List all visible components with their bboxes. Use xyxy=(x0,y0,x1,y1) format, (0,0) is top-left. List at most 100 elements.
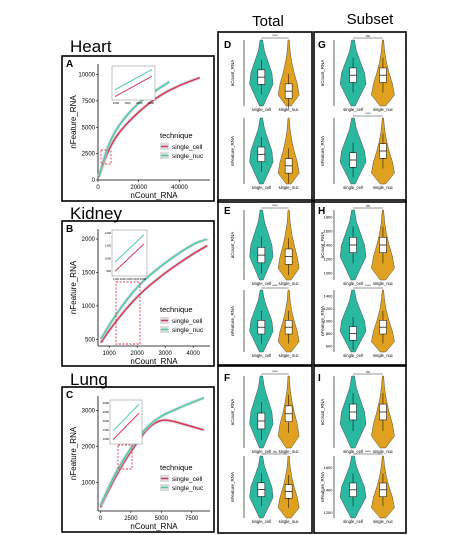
inset-y-tick-label: 1100 xyxy=(105,244,111,248)
panel-letter-d: D xyxy=(224,40,231,51)
x-tick-label: 20000 xyxy=(130,185,147,191)
plots-layer: 0 20000 40000025005000750010000nCount_RNAn… xyxy=(69,34,395,531)
y-tick-label: 1000 xyxy=(324,319,334,324)
inset-y-tick-label: 3000 xyxy=(103,401,110,405)
header-subset: Subset xyxy=(347,11,395,28)
y-tick-label: 1500 xyxy=(82,270,96,276)
y-tick-label: 5000 xyxy=(82,125,96,131)
inset-y-tick-label: 2500 xyxy=(103,410,110,414)
y-axis-label: nFeature_RNA xyxy=(320,472,325,502)
sig-label: ns xyxy=(366,370,370,374)
x-tick-label: single_cell xyxy=(343,519,363,524)
x-tick-label: single_cell xyxy=(252,107,272,112)
y-tick-label: 0 xyxy=(92,178,96,184)
inset-x-tick-label: 2000 xyxy=(136,101,143,105)
inset-series-single_nuc xyxy=(114,68,153,91)
sig-label: **** xyxy=(272,204,278,208)
y-tick-label: 3000 xyxy=(82,408,96,414)
violin-chart-d-top: nCount_RNA single_cell single_nuc **** xyxy=(230,34,300,112)
violin-chart-f-top: nCount_RNA single_cell single_nuc **** xyxy=(230,370,300,454)
sig-label: **** xyxy=(365,450,371,454)
y-axis-label: nFeature_RNA xyxy=(69,260,78,314)
x-tick-label: single_nuc xyxy=(373,107,393,112)
sig-label: **** xyxy=(272,370,278,374)
x-tick-label: 2000 xyxy=(131,351,145,357)
y-axis-label: nFeature_RNA xyxy=(69,95,78,149)
y-tick-label: 1000 xyxy=(82,480,96,486)
panel-letter-h: H xyxy=(318,206,325,217)
y-axis-label: nCount_RNA xyxy=(320,232,325,259)
legend-label-single_nuc: single_nuc xyxy=(172,153,204,160)
y-tick-label: 1800 xyxy=(324,215,334,220)
x-tick-label: single_nuc xyxy=(373,519,393,524)
x-tick-label: 0 xyxy=(96,185,100,191)
x-axis-label: nCount_RNA xyxy=(130,191,178,200)
legend-title: technique xyxy=(160,131,193,140)
y-axis-label: nFeature_RNA xyxy=(320,306,325,336)
inset-y-tick-label: 1200 xyxy=(105,231,112,235)
x-tick-label: single_cell xyxy=(252,449,272,454)
sig-label: **** xyxy=(272,284,278,288)
zoom-region-box xyxy=(100,149,112,165)
tissue-kidney: Kidney xyxy=(70,204,122,223)
panel-e-frame xyxy=(217,199,313,366)
series-line-single_nuc xyxy=(98,81,170,177)
x-tick-label: single_nuc xyxy=(279,107,299,112)
y-axis-label: nCount_RNA xyxy=(230,60,235,87)
panel-b-frame xyxy=(61,220,215,367)
panel-c-frame xyxy=(61,386,215,533)
violin-chart-i-top: nCount_RNA single_cell single_nuc ns xyxy=(320,370,395,454)
x-tick-label: 40000 xyxy=(171,185,188,191)
x-axis-label: nCount_RNA xyxy=(130,522,178,531)
x-tick-label: 4000 xyxy=(187,351,201,357)
y-tick-label: 1000 xyxy=(324,271,334,276)
inset-y-tick-label: 1000 xyxy=(103,437,110,441)
y-tick-label: 1400 xyxy=(324,243,334,248)
panel-letter-e: E xyxy=(224,206,231,217)
panel-letter-i: I xyxy=(318,373,321,384)
violin-single_nuc xyxy=(277,39,300,107)
panel-a-frame xyxy=(61,55,215,202)
inset-x-tick-label: 1300 xyxy=(126,277,133,281)
y-axis-label: nCount_RNA xyxy=(320,399,325,426)
x-tick-label: 0 xyxy=(99,516,103,522)
legend-label-single_cell: single_cell xyxy=(172,144,203,151)
y-tick-label: 800 xyxy=(326,331,333,336)
legend-title: technique xyxy=(160,463,193,472)
y-tick-label: 500 xyxy=(85,337,96,343)
x-tick-label: 2500 xyxy=(124,516,138,522)
y-tick-label: 1200 xyxy=(324,306,334,311)
y-tick-label: 2000 xyxy=(82,237,96,243)
inset-series-single_cell xyxy=(114,75,153,98)
x-tick-label: 5000 xyxy=(155,516,169,522)
inset-plot: 3000 2500 2000 1500 1000 xyxy=(103,399,143,445)
y-tick-label: 1400 xyxy=(324,487,334,492)
inset-series-single_nuc xyxy=(114,234,145,263)
inset-x-tick-label: 1500 xyxy=(125,101,132,105)
y-tick-label: 2000 xyxy=(82,444,96,450)
x-tick-label: single_cell xyxy=(343,449,363,454)
sig-label: ns xyxy=(366,34,370,38)
sig-label: **** xyxy=(365,284,371,288)
x-tick-label: single_cell xyxy=(343,185,363,190)
x-tick-label: single_cell xyxy=(252,353,272,358)
legend-label-single_cell: single_cell xyxy=(172,476,203,483)
x-tick-label: 3000 xyxy=(159,351,173,357)
y-tick-label: 7500 xyxy=(82,99,96,105)
x-tick-label: single_nuc xyxy=(373,353,393,358)
y-tick-label: 1000 xyxy=(82,304,96,310)
panel-letter-b: B xyxy=(66,224,73,235)
series-line-single_nuc xyxy=(99,397,205,506)
inset-y-tick-label: 900 xyxy=(106,269,111,273)
panel-h-frame xyxy=(313,199,407,366)
legend-title: technique xyxy=(160,305,193,314)
y-axis-label: nFeature_RNA xyxy=(69,426,78,480)
sig-label: **** xyxy=(272,34,278,38)
x-tick-label: single_cell xyxy=(252,185,272,190)
sig-label: **** xyxy=(365,112,371,116)
line-chart-c: 0 2500 5000 7500 1000 2000 3000 nCount_RNA nFeat… xyxy=(69,396,210,531)
